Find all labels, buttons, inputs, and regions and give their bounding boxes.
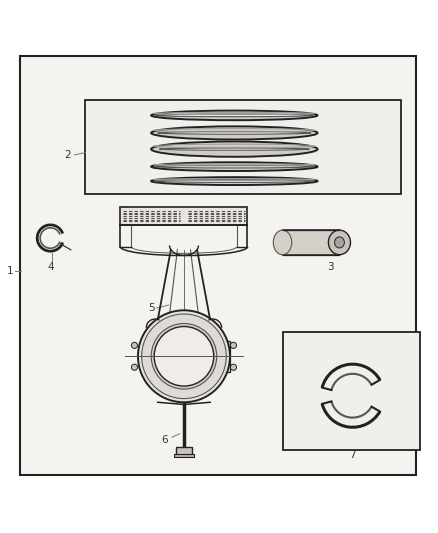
Bar [217,341,230,372]
Text: 3: 3 [327,262,334,271]
Text: 4: 4 [47,262,54,271]
Ellipse shape [335,237,344,248]
Bar [141,341,155,372]
Ellipse shape [154,180,314,182]
Text: 5: 5 [148,303,155,313]
Ellipse shape [151,141,318,157]
Bar [176,447,192,455]
Ellipse shape [151,177,318,185]
Text: 2: 2 [64,150,71,160]
Circle shape [230,364,237,370]
Ellipse shape [328,230,350,255]
Text: 7: 7 [349,450,356,460]
Circle shape [131,364,138,370]
Circle shape [230,342,237,349]
Ellipse shape [158,132,311,134]
Circle shape [131,342,138,349]
Circle shape [154,327,214,386]
Bar [120,207,247,225]
Ellipse shape [155,114,313,117]
Circle shape [141,314,226,399]
Circle shape [138,310,230,402]
Ellipse shape [151,110,318,120]
Ellipse shape [151,162,318,171]
Bar [283,332,420,450]
Ellipse shape [273,230,292,255]
Bar [283,230,339,255]
Bar [174,455,194,457]
Ellipse shape [151,126,318,140]
Ellipse shape [155,165,314,168]
Text: 1: 1 [6,266,13,276]
Ellipse shape [159,148,309,150]
Circle shape [151,324,217,389]
Bar [85,100,401,194]
Text: 6: 6 [161,434,168,445]
